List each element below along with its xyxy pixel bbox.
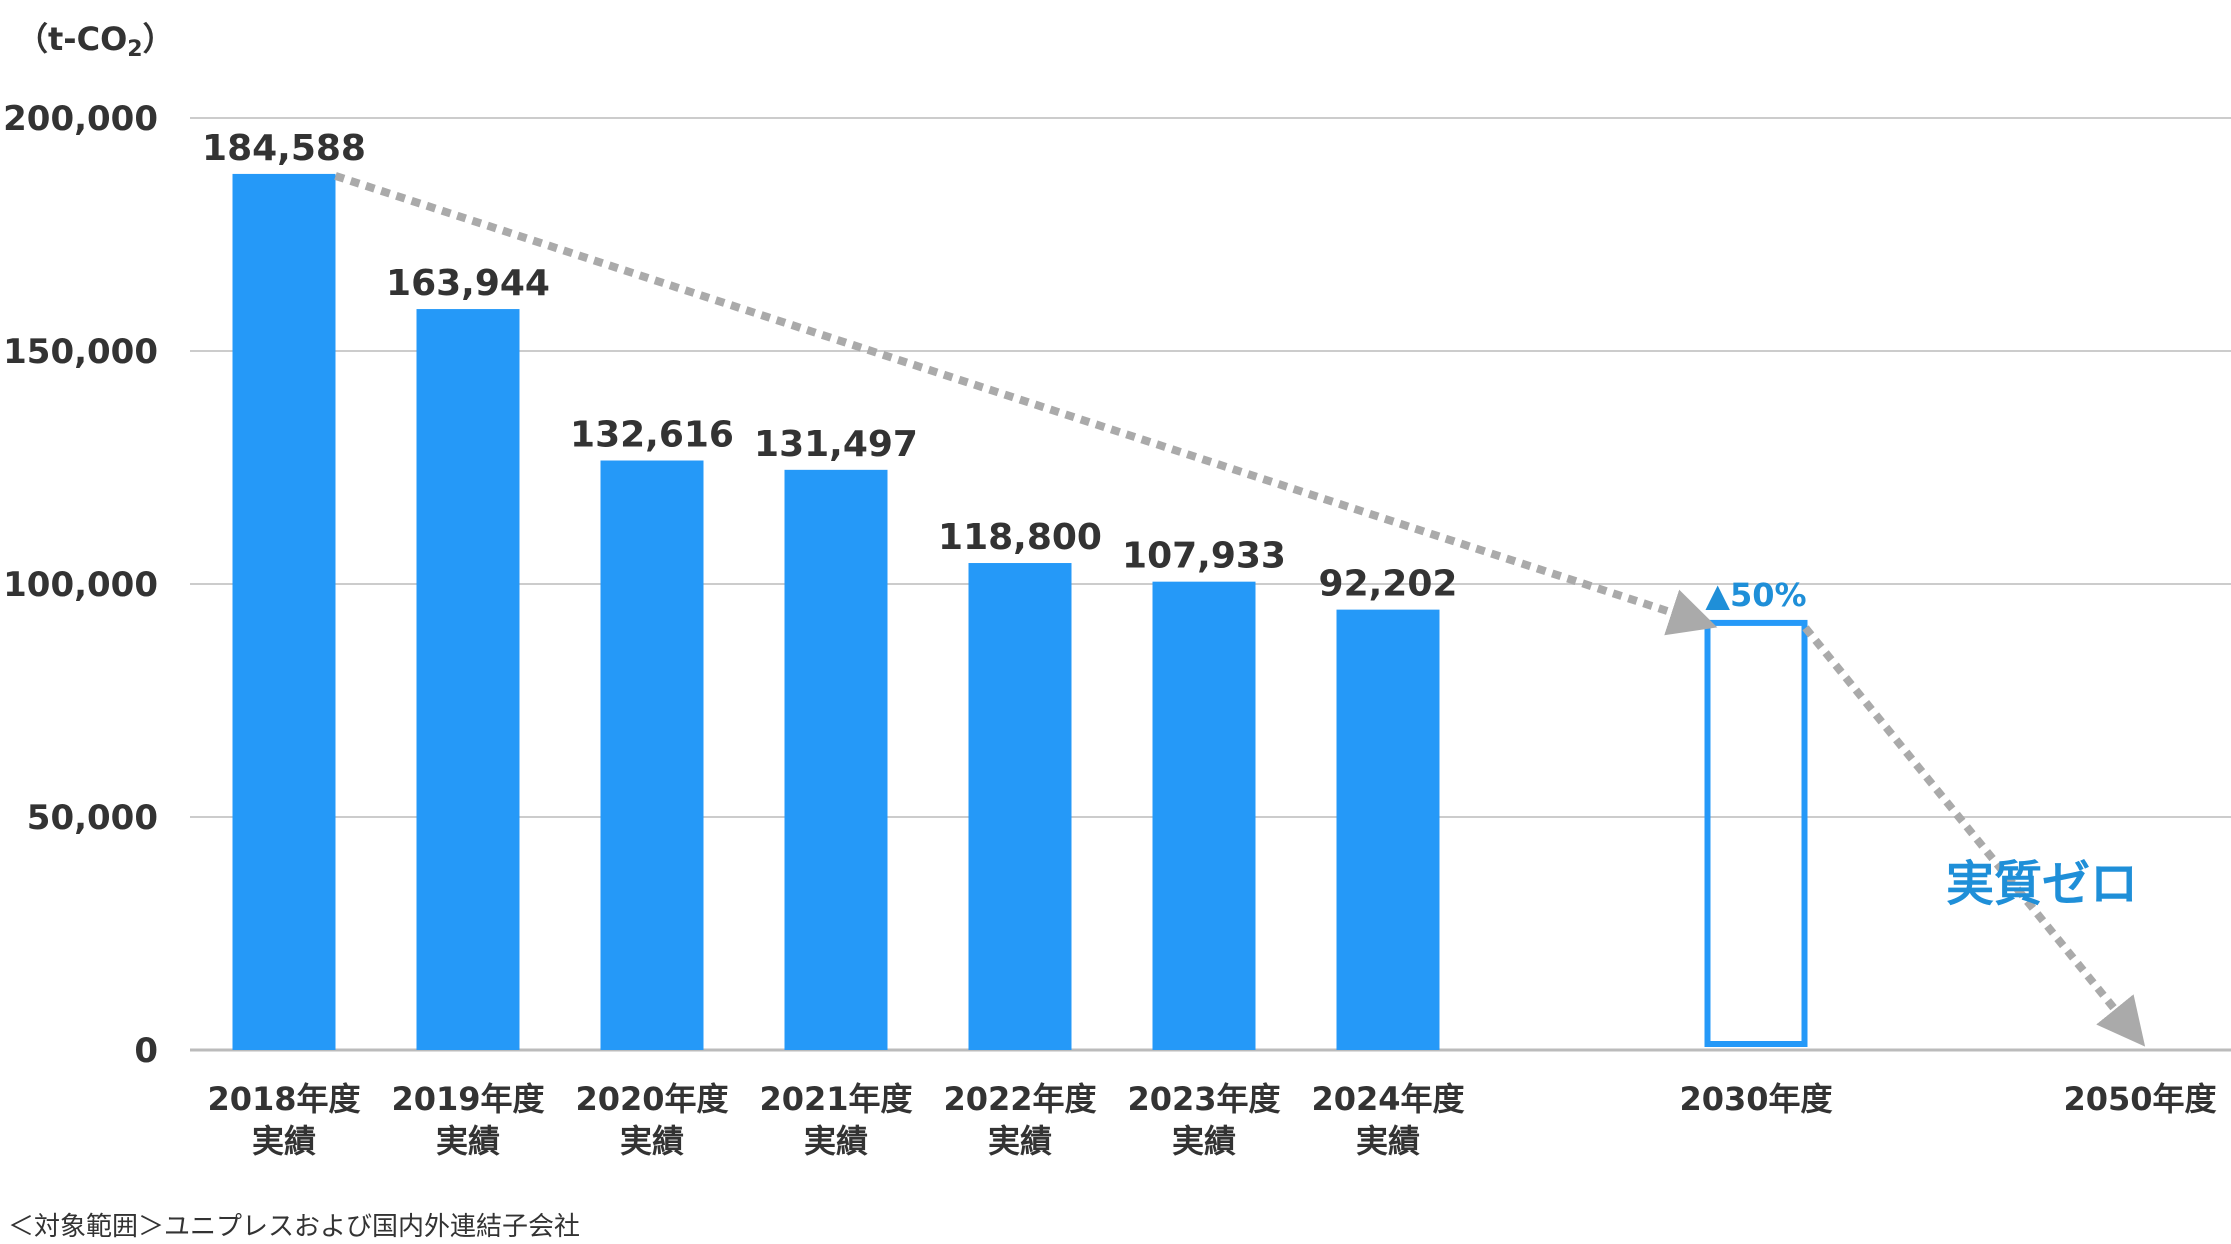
value-label: 92,202	[1319, 564, 1458, 605]
y-tick-label: 100,000	[3, 565, 158, 605]
x-tick-label: 2021年度	[759, 1080, 912, 1118]
x-tick-label: 2024年度	[1311, 1080, 1464, 1118]
trend-arrow-to-2050	[1802, 625, 2146, 1047]
bars	[232, 173, 1808, 1051]
bar	[600, 460, 704, 1050]
y-axis-ticks: 0 50,000 100,000 150,000 200,000	[3, 99, 158, 1071]
y-tick-label: 0	[134, 1031, 158, 1071]
bar	[1152, 581, 1256, 1050]
value-label: 132,616	[570, 415, 734, 456]
bar	[232, 173, 336, 1051]
x-tick-label: 2019年度	[391, 1080, 544, 1118]
y-tick-label: 200,000	[3, 99, 158, 139]
x-tick-label: 2030年度	[1679, 1080, 1832, 1118]
target-bar	[1704, 619, 1808, 1047]
scope-footnote: ＜対象範囲＞ユニプレスおよび国内外連結子会社	[8, 1212, 581, 1242]
x-axis-ticks: 2018年度実績2019年度実績2020年度実績2021年度実績2022年度実績…	[207, 1080, 2216, 1160]
x-tick-sublabel: 実績	[436, 1122, 500, 1160]
y-tick-label: 150,000	[3, 332, 158, 372]
x-tick-label: 2050年度	[2063, 1080, 2216, 1118]
value-label: 163,944	[386, 263, 550, 304]
x-tick-label: 2023年度	[1127, 1080, 1280, 1118]
x-tick-sublabel: 実績	[1172, 1122, 1236, 1160]
x-tick-label: 2018年度	[207, 1080, 360, 1118]
x-tick-sublabel: 実績	[620, 1122, 684, 1160]
x-tick-sublabel: 実績	[988, 1122, 1052, 1160]
bar	[968, 563, 1072, 1050]
x-tick-sublabel: 実績	[252, 1122, 316, 1160]
x-tick-sublabel: 実績	[804, 1122, 868, 1160]
bar	[1336, 609, 1440, 1050]
trend-arrows	[334, 172, 2146, 1047]
target-reduction-label: ▲50%	[1705, 576, 1806, 614]
value-label: 131,497	[754, 424, 918, 465]
net-zero-label: 実質ゼロ	[1946, 856, 2138, 912]
x-tick-label: 2022年度	[943, 1080, 1096, 1118]
value-label: 118,800	[938, 517, 1102, 558]
value-label: 107,933	[1122, 536, 1286, 577]
x-tick-label: 2020年度	[575, 1080, 728, 1118]
y-tick-label: 50,000	[27, 798, 158, 838]
bar	[784, 469, 888, 1051]
y-axis-unit-label: （t-CO2）	[16, 20, 175, 62]
bar	[416, 309, 520, 1050]
x-tick-sublabel: 実績	[1356, 1122, 1420, 1160]
trend-arrow-to-2030	[334, 172, 1718, 636]
value-labels: 184,588 163,944 132,616 131,497 118,800 107,9…	[202, 128, 2138, 912]
value-label: 184,588	[202, 128, 366, 169]
